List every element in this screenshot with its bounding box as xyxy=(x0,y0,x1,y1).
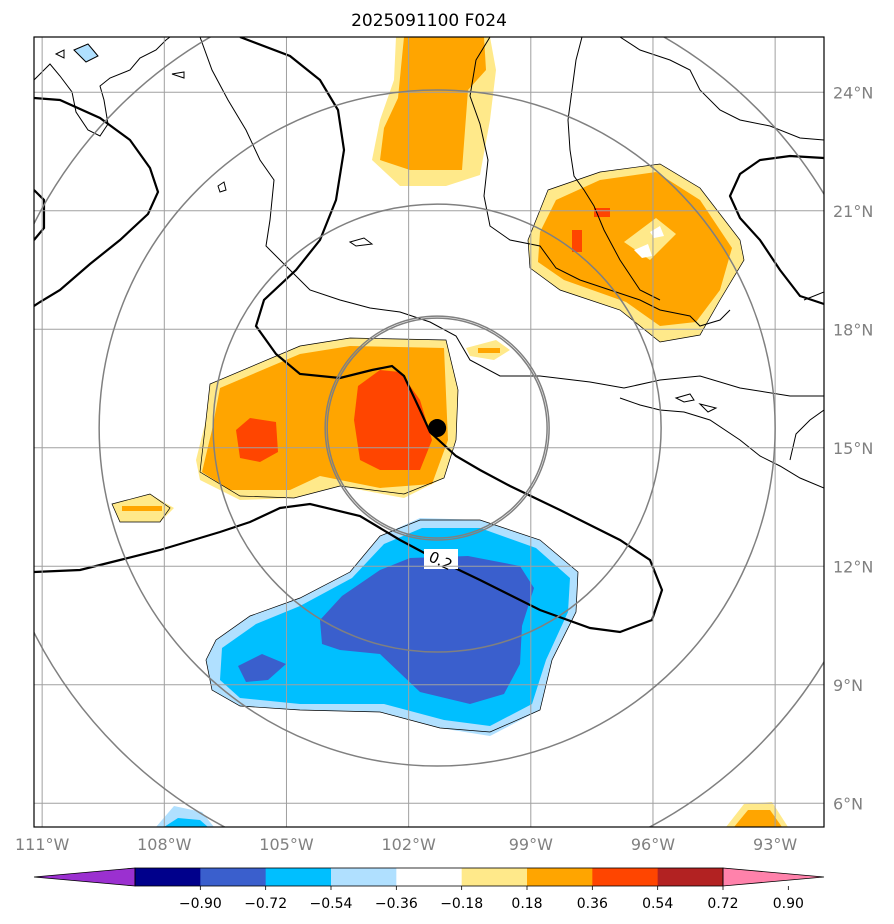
center-marker xyxy=(428,419,447,438)
colorbar: −0.90 −0.72 −0.54 −0.36 −0.18 0.18 0.36 0.54 0.7… xyxy=(33,867,825,912)
map-panel: 0.2 xyxy=(34,37,824,827)
colorbar-segment xyxy=(527,868,593,886)
coastline-island xyxy=(348,237,374,247)
coastline xyxy=(469,37,731,327)
colorbar-segment xyxy=(461,868,528,886)
field-region-orange xyxy=(478,348,500,353)
colorbar-segment xyxy=(592,868,659,886)
longitude-tick-labels: 111°W 108°W 105°W 102°W 99°W 96°W 93°W xyxy=(15,835,797,854)
colorbar-tick-label: 0.18 xyxy=(511,896,542,912)
lat-tick-label: 18°N xyxy=(833,320,873,339)
latitude-tick-labels: 6°N 9°N 12°N 15°N 18°N 21°N 24°N xyxy=(833,83,873,813)
field-outline xyxy=(205,519,579,733)
colorbar-tick-label: −0.54 xyxy=(310,896,353,912)
colorbar-segment xyxy=(331,868,397,886)
coastline-island xyxy=(171,71,185,79)
field-region-orange xyxy=(734,810,782,827)
colorbar-tick-label: 0.90 xyxy=(773,896,804,912)
field-region-red-orange xyxy=(594,208,610,217)
field-outline xyxy=(527,163,745,343)
colorbar-segment xyxy=(396,868,463,886)
coastline xyxy=(619,397,824,489)
lon-tick-label: 96°W xyxy=(631,835,675,854)
coastline xyxy=(619,37,824,141)
field-region-red-orange xyxy=(572,230,582,252)
gridlines xyxy=(34,37,824,827)
coastline xyxy=(567,37,661,301)
lat-tick-label: 21°N xyxy=(833,202,873,221)
colorbar-tick-label: 0.72 xyxy=(707,896,738,912)
colorbar-segment xyxy=(200,868,267,886)
coastlines xyxy=(34,37,824,489)
coastline xyxy=(199,37,824,397)
contour-line xyxy=(34,37,664,634)
coastline-island xyxy=(54,49,65,59)
field-region-red-orange xyxy=(236,418,278,462)
colorbar-segment xyxy=(135,868,201,886)
colorbar-tick-label: 0.54 xyxy=(642,896,673,912)
coastline xyxy=(34,37,171,137)
field-region-blue xyxy=(238,654,286,682)
field-region-white xyxy=(634,244,652,258)
lat-tick-label: 6°N xyxy=(833,794,863,813)
lat-tick-label: 24°N xyxy=(833,83,873,102)
colorbar-segment xyxy=(657,868,724,886)
field-region-orange xyxy=(122,506,162,511)
lon-tick-label: 102°W xyxy=(381,835,436,854)
contour-line xyxy=(34,189,46,241)
field-outline xyxy=(199,337,459,499)
lon-tick-label: 108°W xyxy=(137,835,192,854)
colorbar-extend-high xyxy=(722,867,825,887)
map-frame xyxy=(33,36,825,828)
coastline xyxy=(789,409,824,461)
chart-title: 2025091100 F024 xyxy=(351,11,507,31)
contour-label-bg xyxy=(424,549,458,569)
colorbar-tick-label: 0.36 xyxy=(577,896,608,912)
colorbar-tick-label: −0.18 xyxy=(440,896,483,912)
lon-tick-label: 105°W xyxy=(259,835,314,854)
coastline-island xyxy=(217,181,227,193)
coastline-island xyxy=(73,43,99,63)
colorbar-tick-label: −0.90 xyxy=(179,896,222,912)
lon-tick-label: 93°W xyxy=(753,835,797,854)
field-outlines xyxy=(111,163,745,733)
lat-tick-label: 9°N xyxy=(833,676,863,695)
range-ring xyxy=(326,317,548,539)
field-region-white xyxy=(650,226,664,238)
colorbar-extend-low xyxy=(33,867,136,887)
range-ring xyxy=(324,315,550,541)
field-region-cyan xyxy=(164,818,208,827)
colorbar-tick-label: −0.36 xyxy=(375,896,418,912)
lon-tick-label: 111°W xyxy=(15,835,70,854)
lat-tick-label: 12°N xyxy=(833,557,873,576)
field-region-blue xyxy=(320,556,534,704)
field-region-orange xyxy=(380,37,486,170)
range-ring xyxy=(98,89,776,767)
colorbar-tick-label: −0.72 xyxy=(244,896,287,912)
range-ring xyxy=(212,203,662,653)
colorbar-segment xyxy=(265,868,332,886)
colorbar-frame xyxy=(134,867,724,887)
lon-tick-label: 99°W xyxy=(509,835,553,854)
contour-line xyxy=(34,96,160,307)
lat-tick-label: 15°N xyxy=(833,439,873,458)
coastline-island xyxy=(674,393,695,403)
coastline-island xyxy=(698,403,718,413)
field-outline xyxy=(111,493,171,523)
range-rings xyxy=(34,37,824,827)
field-region-light-blue xyxy=(74,44,98,62)
